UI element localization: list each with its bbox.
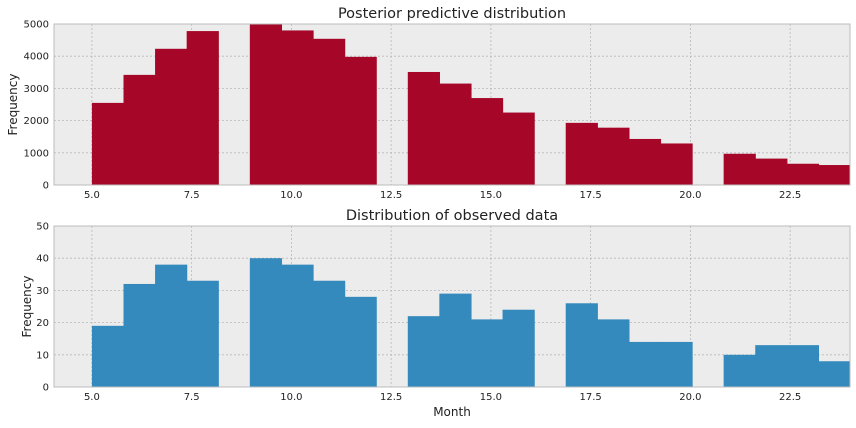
- y-tick-label: 10: [36, 350, 49, 361]
- histogram-bar: [344, 296, 377, 387]
- y-tick-label: 4000: [24, 52, 49, 63]
- x-tick-label: 7.5: [184, 392, 200, 403]
- bars: [91, 24, 850, 185]
- histogram-bar: [597, 319, 630, 387]
- y-tick-label: 50: [36, 222, 49, 233]
- histogram-bar: [186, 31, 219, 185]
- histogram-bar: [660, 341, 693, 387]
- x-tick-label: 5.0: [84, 392, 100, 403]
- histogram-bar: [723, 354, 756, 387]
- x-tick-label: 17.5: [580, 190, 602, 201]
- y-tick-label: 2000: [24, 116, 49, 127]
- bars: [91, 258, 850, 387]
- x-axis-label: Month: [433, 405, 471, 419]
- y-axis-label: Frequency: [20, 276, 34, 338]
- histogram-bar: [597, 127, 630, 185]
- histogram-bar: [407, 316, 440, 387]
- histogram-bar: [470, 98, 504, 185]
- histogram-bar: [186, 280, 219, 387]
- y-tick-label: 5000: [24, 20, 49, 31]
- plot-panel-1: 5.0 7.5 10.0 12.5 15.0 17.5 20.0 22.5 0 1000 2000 3…: [6, 6, 851, 201]
- x-tick-label: 12.5: [380, 190, 402, 201]
- histogram-bar: [155, 48, 188, 185]
- x-tick-label: 10.0: [280, 190, 302, 201]
- y-tick-label: 0: [43, 181, 49, 192]
- x-tick-label: 12.5: [380, 392, 402, 403]
- histogram-bar: [565, 303, 598, 387]
- y-axis-label: Frequency: [6, 74, 20, 136]
- plot-panel-2: 5.0 7.5 10.0 12.5 15.0 17.5 20.0 22.5 0 10 20 30 40 5…: [20, 208, 851, 419]
- histogram-bar: [755, 158, 788, 185]
- histogram-bar: [628, 341, 662, 387]
- histogram-bar: [628, 138, 662, 185]
- x-tick-label: 15.0: [480, 392, 502, 403]
- histogram-bar: [660, 143, 693, 185]
- x-tick-label: 7.5: [184, 190, 200, 201]
- axes-frame: [53, 225, 851, 388]
- x-tick-label: 22.5: [779, 392, 801, 403]
- histogram-bar: [249, 24, 283, 185]
- histogram-bar: [313, 280, 346, 387]
- x-tick-label: 20.0: [679, 392, 701, 403]
- x-tick-label: 22.5: [779, 190, 801, 201]
- histogram-bar: [723, 153, 756, 185]
- histogram-bar: [281, 264, 314, 387]
- chart-title: Posterior predictive distribution: [338, 6, 566, 22]
- histogram-bar: [786, 163, 820, 185]
- histogram-bar: [91, 325, 125, 387]
- histogram-bar: [123, 74, 156, 185]
- y-tick-label: 1000: [24, 148, 49, 159]
- histogram-bar: [818, 361, 850, 387]
- x-tick-label: 15.0: [480, 190, 502, 201]
- histogram-bar: [818, 165, 850, 185]
- x-tick-label: 10.0: [280, 392, 302, 403]
- histogram-bar: [755, 345, 788, 387]
- x-tick-label: 17.5: [580, 392, 602, 403]
- axes-frame: [53, 23, 851, 186]
- y-tick-label: 20: [36, 318, 49, 329]
- histogram-bar: [565, 122, 598, 185]
- y-tick-label: 0: [43, 383, 49, 394]
- x-tick-label: 5.0: [84, 190, 100, 201]
- x-tick-label: 20.0: [679, 190, 701, 201]
- histogram-bar: [249, 258, 283, 387]
- chart-title: Distribution of observed data: [346, 208, 558, 224]
- histogram-bar: [470, 319, 504, 387]
- histogram-bar: [439, 83, 472, 185]
- histogram-bar: [502, 112, 535, 185]
- histogram-bar: [439, 293, 472, 387]
- histogram-bar: [155, 264, 188, 387]
- histogram-bar: [313, 38, 346, 185]
- histogram-bar: [281, 30, 314, 185]
- histogram-bar: [344, 56, 377, 185]
- histogram-bar: [786, 345, 820, 387]
- histogram-bar: [123, 283, 156, 387]
- y-tick-label: 3000: [24, 84, 49, 95]
- histogram-bar: [91, 102, 125, 185]
- y-tick-label: 30: [36, 286, 49, 297]
- y-tick-label: 40: [36, 254, 49, 265]
- histogram-bar: [502, 309, 535, 387]
- histogram-bar: [407, 71, 440, 185]
